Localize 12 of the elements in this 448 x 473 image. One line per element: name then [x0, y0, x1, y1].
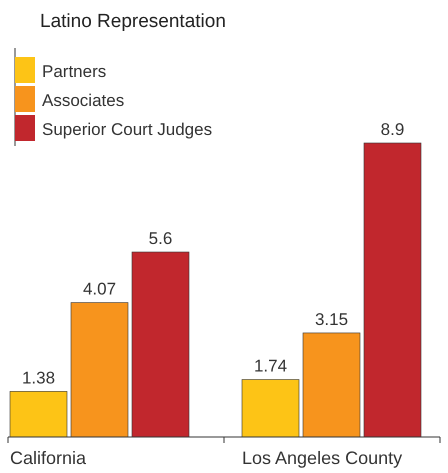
legend-label: Associates: [42, 91, 124, 110]
x-tick-label: Los Angeles County: [242, 448, 402, 468]
legend-label: Partners: [42, 62, 106, 81]
data-label: 4.07: [82, 280, 116, 299]
x-tick-label: California: [10, 448, 88, 468]
data-label: 1.38: [22, 368, 56, 388]
data-label: 3.15: [314, 310, 348, 329]
legend-label: Superior Court Judges: [42, 120, 212, 139]
data-label: 8.9: [380, 120, 404, 139]
data-label: 1.74: [254, 356, 288, 376]
data-label: 5.6: [148, 229, 172, 248]
chart-title: Latino Representation: [40, 11, 226, 32]
